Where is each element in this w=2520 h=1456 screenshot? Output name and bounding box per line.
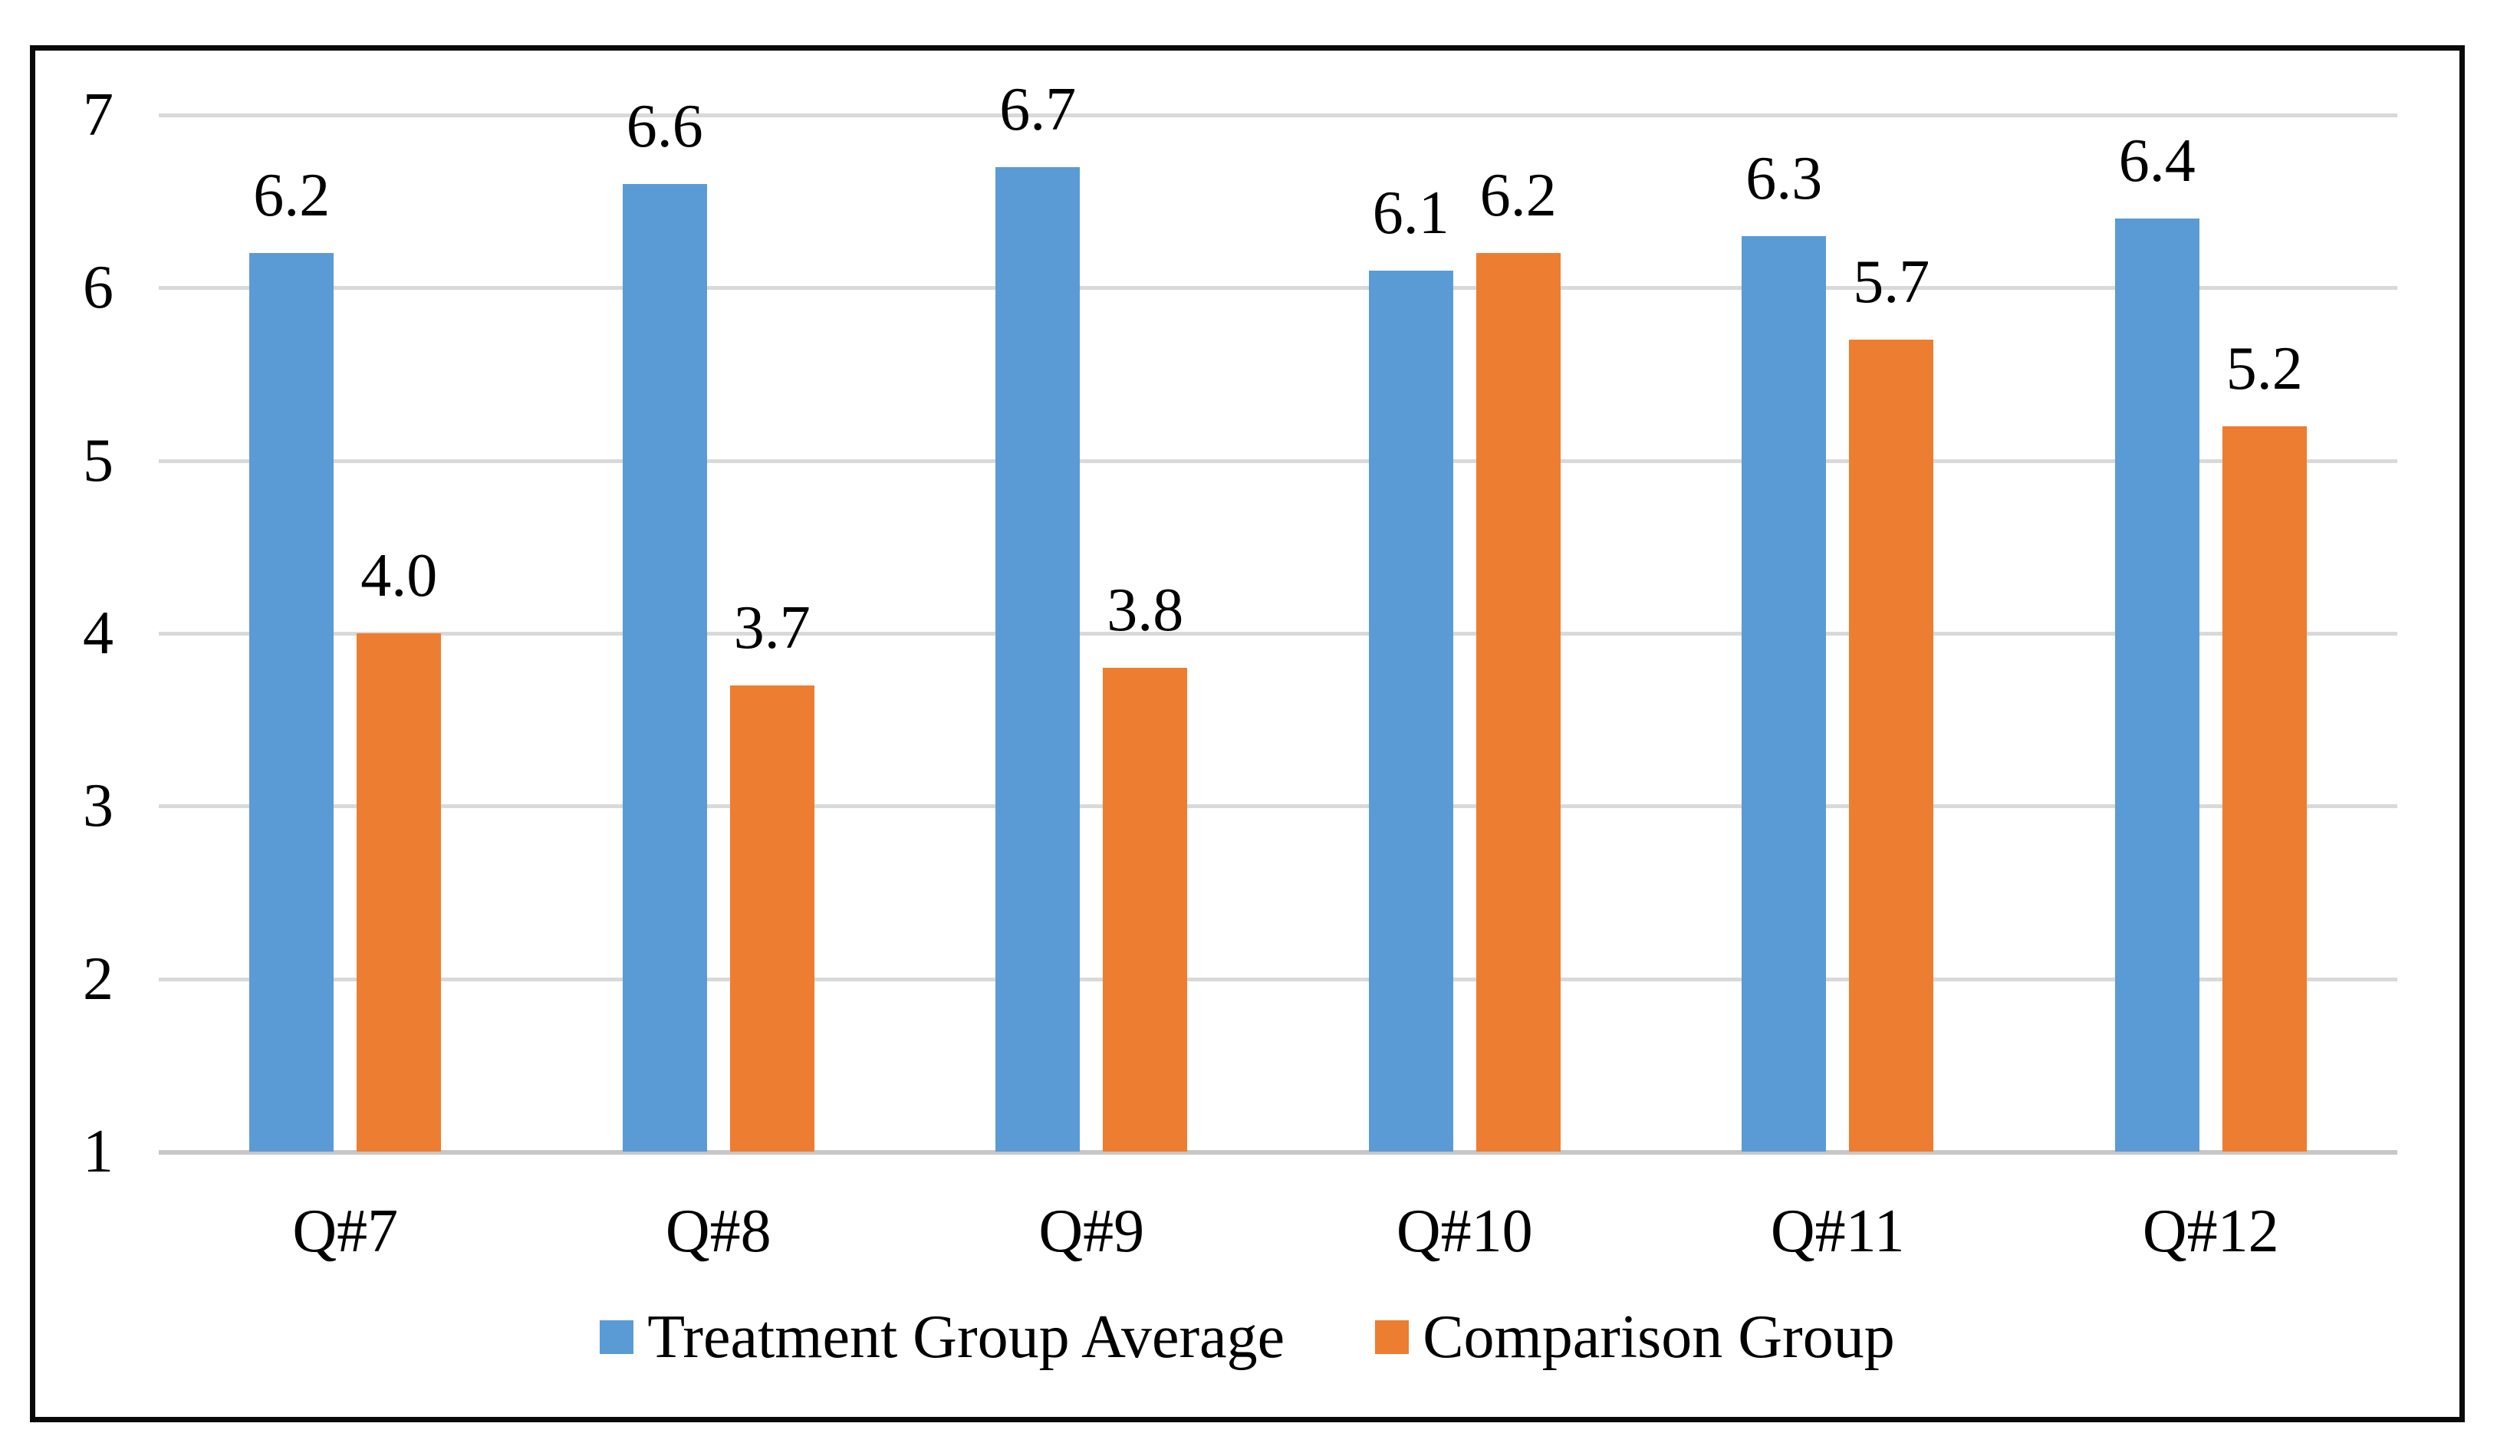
legend-swatch-icon bbox=[600, 1320, 634, 1354]
gridline bbox=[159, 977, 2397, 981]
bar-value-label: 4.0 bbox=[360, 542, 438, 610]
y-axis-tick-label: 2 bbox=[83, 945, 113, 1013]
y-axis-tick-label: 5 bbox=[83, 426, 113, 495]
gridline bbox=[159, 632, 2397, 636]
bar-value-label: 3.7 bbox=[733, 593, 811, 662]
legend-label: Treatment Group Average bbox=[647, 1303, 1285, 1371]
bar-value-label: 6.6 bbox=[626, 93, 703, 161]
x-axis-category-label: Q#12 bbox=[2142, 1198, 2279, 1265]
bar-value-label: 6.2 bbox=[1479, 162, 1557, 230]
bar-value-label: 3.8 bbox=[1107, 577, 1184, 645]
y-axis-tick-label: 1 bbox=[83, 1118, 113, 1185]
bar-treatment-q11 bbox=[1742, 235, 1827, 1152]
x-axis-category-label: Q#10 bbox=[1396, 1198, 1533, 1265]
x-axis-category-label: Q#9 bbox=[1038, 1198, 1145, 1265]
bar-value-label: 5.2 bbox=[2226, 334, 2303, 403]
gridline bbox=[159, 286, 2397, 291]
x-axis-category-label: Q#8 bbox=[665, 1198, 771, 1265]
bar-value-label: 6.1 bbox=[1372, 179, 1449, 247]
y-axis-tick-label: 3 bbox=[83, 772, 113, 840]
bar-value-label: 6.7 bbox=[999, 75, 1077, 143]
y-axis-tick-label: 4 bbox=[83, 600, 113, 667]
plot-area: 7 6 5 4 3 2 1 6.2 4.0 Q#7 6.6 3.7 Q#8 6.7 3.8 Q#9 6.1 6.2… bbox=[35, 51, 2459, 1417]
legend-item-comparison-group: Comparison Group bbox=[1375, 1299, 1895, 1375]
gridline bbox=[159, 804, 2397, 809]
bar-treatment-q12 bbox=[2114, 219, 2199, 1152]
legend-label: Comparison Group bbox=[1423, 1303, 1895, 1371]
bar-comparison-q11 bbox=[1849, 339, 1934, 1152]
chart-frame: 7 6 5 4 3 2 1 6.2 4.0 Q#7 6.6 3.7 Q#8 6.7 3.8 Q#9 6.1 6.2… bbox=[30, 45, 2465, 1422]
bar-value-label: 6.3 bbox=[1745, 144, 1823, 212]
gridline bbox=[159, 113, 2397, 117]
y-axis-tick-label: 7 bbox=[83, 81, 113, 149]
x-axis-category-label: Q#11 bbox=[1770, 1198, 1905, 1265]
bar-comparison-q12 bbox=[2222, 426, 2307, 1152]
bar-treatment-q7 bbox=[249, 253, 334, 1152]
bar-value-label: 6.2 bbox=[253, 162, 331, 230]
legend: Treatment Group Average Comparison Group bbox=[35, 1297, 2459, 1377]
y-axis-tick-label: 6 bbox=[83, 254, 113, 322]
bar-value-label: 6.4 bbox=[2118, 127, 2196, 196]
x-axis-category-label: Q#7 bbox=[292, 1198, 399, 1265]
bar-comparison-q8 bbox=[729, 685, 814, 1152]
bar-comparison-q7 bbox=[357, 633, 442, 1152]
legend-item-treatment-group: Treatment Group Average bbox=[600, 1299, 1285, 1375]
bar-treatment-q10 bbox=[1368, 270, 1453, 1152]
legend-swatch-icon bbox=[1375, 1320, 1410, 1354]
gridline bbox=[159, 458, 2397, 463]
bar-comparison-q10 bbox=[1475, 253, 1561, 1152]
bar-treatment-q8 bbox=[622, 184, 707, 1152]
bar-comparison-q9 bbox=[1103, 668, 1188, 1152]
bar-value-label: 5.7 bbox=[1853, 248, 1930, 316]
bar-treatment-q9 bbox=[995, 166, 1081, 1152]
x-axis-line bbox=[159, 1150, 2397, 1155]
